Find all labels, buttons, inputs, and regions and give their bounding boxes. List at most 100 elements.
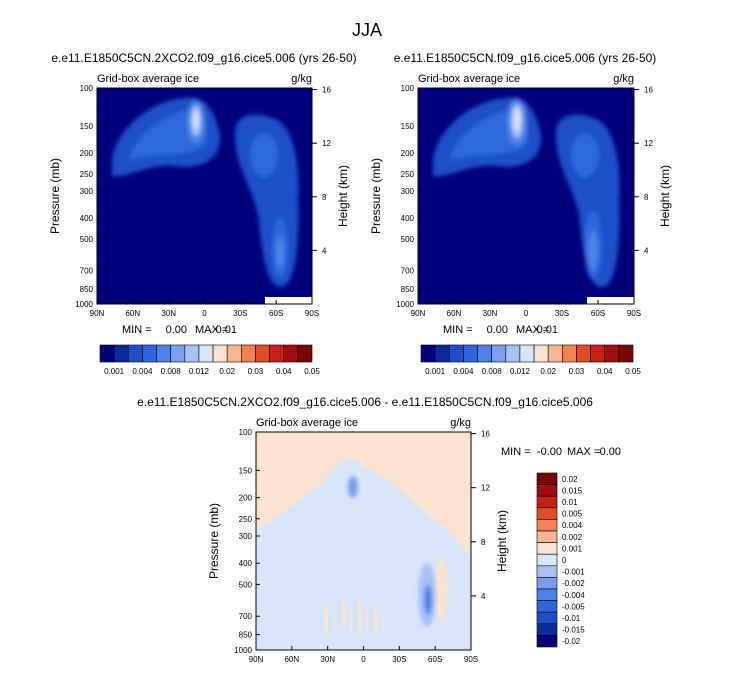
colorbar-swatch xyxy=(283,344,299,363)
x-tick-label: 90S xyxy=(464,655,478,664)
colorbar-swatch xyxy=(142,344,157,363)
colorbar-swatch xyxy=(547,344,563,363)
contour-region xyxy=(374,604,377,634)
colorbar-label: -0.015 xyxy=(562,626,585,635)
contour-field xyxy=(256,432,471,650)
colorbar-swatch xyxy=(99,344,115,363)
x-tick-label: 0 xyxy=(202,309,207,318)
x-tick-label: 30N xyxy=(483,309,498,318)
y-right-axis-title: Height (km) xyxy=(658,165,672,227)
colorbar-swatch xyxy=(184,344,200,363)
colorbar: 0.02 0.015 0.01 0.005 0.004 0.002 0.001 0 -0.001… xyxy=(536,472,585,648)
panel-top-left: e.e11.E1850C5CN.2XCO2.f09_g16.cice5.006 … xyxy=(48,51,357,376)
colorbar-swatch xyxy=(536,484,558,497)
colorbar-swatch xyxy=(536,530,558,543)
colorbar-swatch xyxy=(448,344,464,363)
colorbar-swatch xyxy=(491,344,507,363)
colorbar-swatch xyxy=(212,344,228,363)
colorbar-swatch xyxy=(463,344,478,363)
colorbar-label: 0.04 xyxy=(597,367,613,376)
axes: 90N 60N 30N 0 30S 60S 90S 100 150 200 250 300 400 500… xyxy=(207,428,509,664)
colorbar: 0.001 0.004 0.008 0.012 0.02 0.03 0.04 0.05 xyxy=(99,344,320,376)
y-tick-label: 100 xyxy=(239,428,253,437)
x-tick-label: 30S xyxy=(555,309,569,318)
units-label: g/kg xyxy=(613,73,634,85)
colorbar-label: 0.005 xyxy=(562,510,583,519)
panel-title: e.e11.E1850C5CN.2XCO2.f09_g16.cice5.006 … xyxy=(51,51,356,65)
contour-region xyxy=(382,618,384,634)
colorbar-label: 0.05 xyxy=(304,367,320,376)
y-tick-label: 300 xyxy=(239,532,253,541)
colorbar-label: -0.004 xyxy=(562,591,585,600)
y-tick-label: 400 xyxy=(80,214,94,223)
y-tick-label: 400 xyxy=(401,214,415,223)
colorbar-label: 0.03 xyxy=(569,367,585,376)
contour-region xyxy=(514,109,520,131)
stats-max: 0.01 xyxy=(537,324,558,336)
y-right-tick-label: 8 xyxy=(644,193,649,202)
colorbar-swatch xyxy=(297,344,313,363)
y-tick-label: 1000 xyxy=(396,300,414,309)
y-right-tick-label: 16 xyxy=(481,430,490,439)
contour-region xyxy=(358,598,361,634)
colorbar-swatch xyxy=(536,577,558,590)
contour-region xyxy=(250,133,278,177)
colorbar-label: 0.03 xyxy=(248,367,264,376)
x-tick-label: 30S xyxy=(233,309,247,318)
colorbar-swatch xyxy=(255,344,270,363)
colorbar-label: 0.012 xyxy=(510,367,531,376)
x-tick-label: 90S xyxy=(627,309,641,318)
panel-title: e.e11.E1850C5CN.f09_g16.cice5.006 (yrs 2… xyxy=(394,51,657,65)
colorbar-label: -0.01 xyxy=(562,614,581,623)
units-label: g/kg xyxy=(450,417,471,429)
colorbar-swatch xyxy=(576,344,591,363)
x-tick-label: 30N xyxy=(320,655,335,664)
colorbar-swatch xyxy=(536,623,558,636)
stats-max-label: MAX = xyxy=(516,324,549,336)
y-axis-title: Pressure (mb) xyxy=(207,503,221,579)
y-right-tick-label: 8 xyxy=(322,193,327,202)
colorbar-label: 0.012 xyxy=(189,367,210,376)
colorbar-swatch xyxy=(533,344,549,363)
colorbar-label: 0.05 xyxy=(625,367,641,376)
y-tick-label: 150 xyxy=(239,466,253,475)
y-right-tick-label: 8 xyxy=(481,538,486,547)
stats-min-label: MIN = xyxy=(501,446,531,458)
y-right-tick-label: 12 xyxy=(322,139,331,148)
contour-region xyxy=(355,446,357,454)
y-right-tick-label: 12 xyxy=(644,139,653,148)
left-label: Grid-box average ice xyxy=(97,73,199,85)
colorbar-swatch xyxy=(604,344,620,363)
x-tick-label: 30N xyxy=(161,309,176,318)
colorbar-label: 0.02 xyxy=(219,367,235,376)
stats-min: 0.00 xyxy=(487,324,508,336)
y-tick-label: 250 xyxy=(401,170,415,179)
colorbar-swatch xyxy=(536,472,558,485)
colorbar-label: 0.004 xyxy=(453,367,474,376)
y-tick-label: 700 xyxy=(80,267,94,276)
stats-max: 0.00 xyxy=(600,446,621,458)
contour-region xyxy=(342,600,345,628)
x-tick-label: 0 xyxy=(524,309,529,318)
colorbar-swatch xyxy=(536,600,558,613)
stats-max-label: MAX = xyxy=(567,446,600,458)
axes: 90N 60N 30N 0 30S 60S 90S 100 150 200 250 300 400 500… xyxy=(369,84,672,318)
colorbar-swatch xyxy=(536,542,558,555)
colorbar-label: 0.004 xyxy=(132,367,153,376)
y-tick-label: 850 xyxy=(80,285,94,294)
colorbar-label: 0.01 xyxy=(562,498,578,507)
colorbar-swatch xyxy=(505,344,521,363)
colorbar-label: 0.001 xyxy=(104,367,125,376)
colorbar-swatch xyxy=(226,344,242,363)
contour-region xyxy=(366,612,368,632)
colorbar-swatch xyxy=(156,344,171,363)
main-title: JJA xyxy=(352,20,382,40)
colorbar-label: 0.002 xyxy=(562,533,583,542)
missing-data xyxy=(265,297,312,304)
y-right-tick-label: 4 xyxy=(322,246,327,255)
x-tick-label: 60N xyxy=(447,309,462,318)
stats-min-label: MIN = xyxy=(443,324,473,336)
contour-region xyxy=(588,230,598,270)
colorbar-swatch xyxy=(536,635,558,648)
